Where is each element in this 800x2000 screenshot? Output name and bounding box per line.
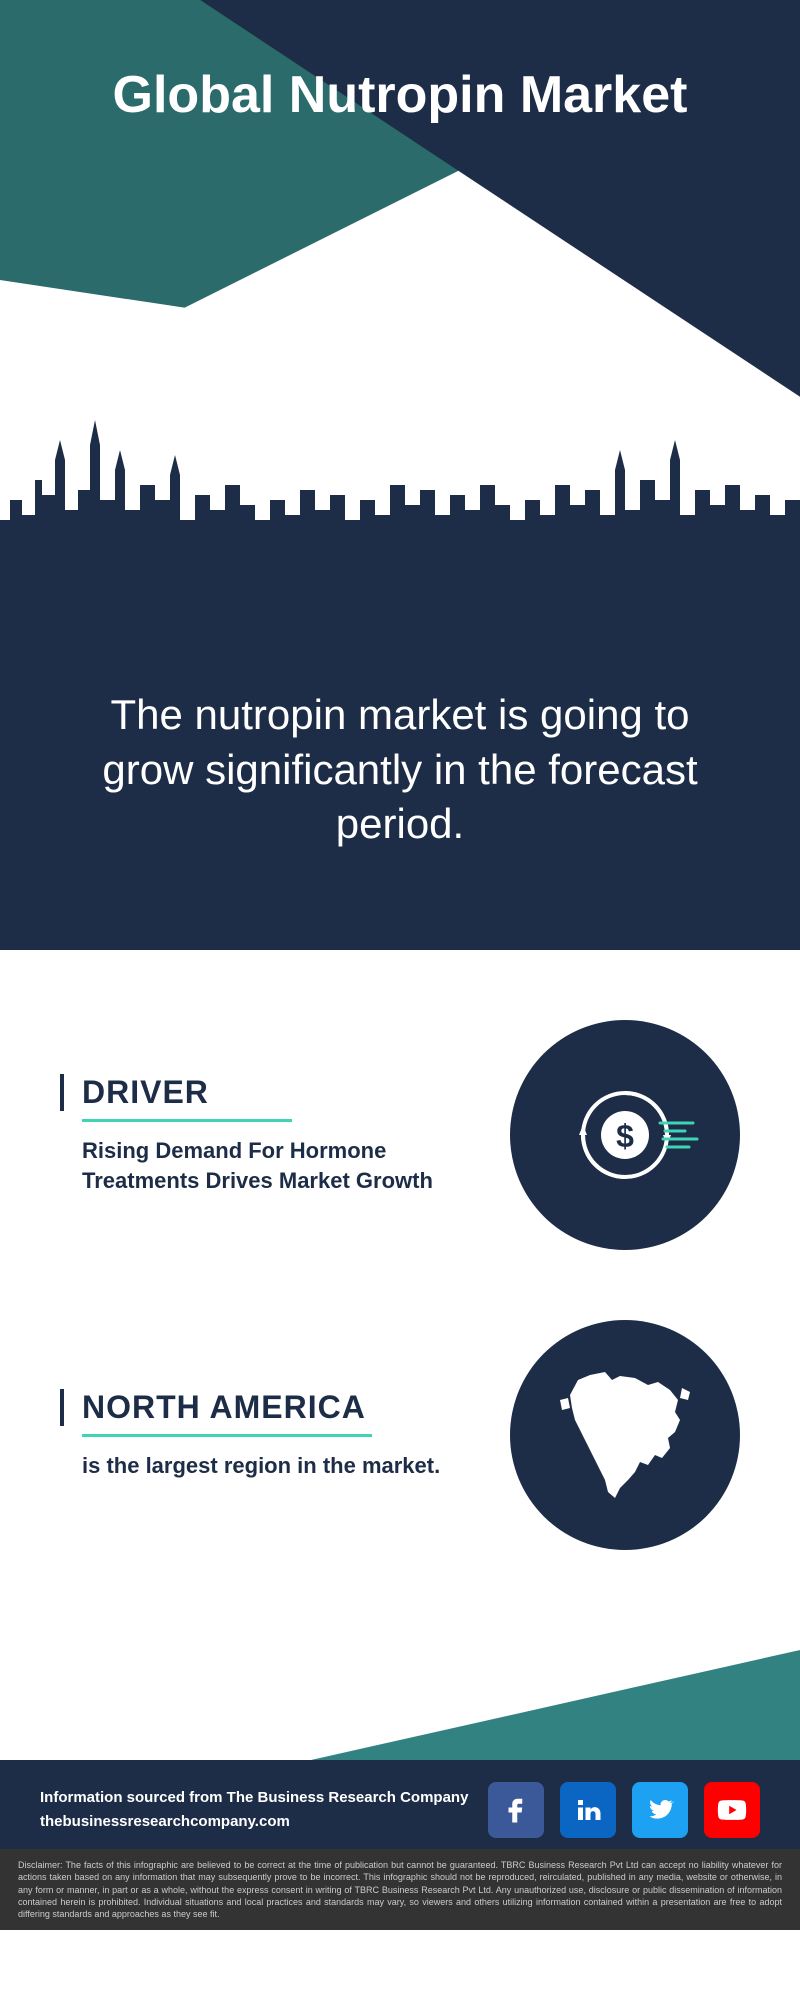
social-icons xyxy=(488,1782,760,1838)
header-bg-white-triangle xyxy=(0,280,800,400)
footer: Information sourced from The Business Re… xyxy=(0,1650,800,1930)
region-heading: NORTH AMERICA xyxy=(60,1389,470,1426)
dollar-circulation-icon: $ xyxy=(510,1020,740,1250)
header: Global Nutropin Market xyxy=(0,0,800,400)
driver-row: DRIVER Rising Demand For Hormone Treatme… xyxy=(60,1020,740,1250)
youtube-icon[interactable] xyxy=(704,1782,760,1838)
driver-body: Rising Demand For Hormone Treatments Dri… xyxy=(82,1136,470,1195)
north-america-map-icon xyxy=(510,1320,740,1550)
region-underline xyxy=(82,1434,372,1437)
skyline-section xyxy=(0,400,800,590)
statement-text: The nutropin market is going to grow sig… xyxy=(80,688,720,852)
statement-section: The nutropin market is going to grow sig… xyxy=(0,590,800,950)
info-section: DRIVER Rising Demand For Hormone Treatme… xyxy=(0,950,800,1650)
driver-heading: DRIVER xyxy=(60,1074,470,1111)
driver-underline xyxy=(82,1119,292,1122)
region-text-block: NORTH AMERICA is the largest region in t… xyxy=(60,1389,510,1481)
region-row: NORTH AMERICA is the largest region in t… xyxy=(60,1320,740,1550)
disclaimer-text: Disclaimer: The facts of this infographi… xyxy=(18,1859,782,1920)
driver-text-block: DRIVER Rising Demand For Hormone Treatme… xyxy=(60,1074,510,1195)
region-body: is the largest region in the market. xyxy=(82,1451,470,1481)
city-skyline-graphic xyxy=(0,400,800,590)
linkedin-icon[interactable] xyxy=(560,1782,616,1838)
disclaimer-bar: Disclaimer: The facts of this infographi… xyxy=(0,1849,800,1930)
footer-line2: thebusinessresearchcompany.com xyxy=(40,1810,468,1834)
facebook-icon[interactable] xyxy=(488,1782,544,1838)
page-title: Global Nutropin Market xyxy=(0,65,800,125)
footer-line1: Information sourced from The Business Re… xyxy=(40,1786,468,1810)
twitter-icon[interactable] xyxy=(632,1782,688,1838)
svg-text:$: $ xyxy=(616,1118,634,1154)
footer-info: Information sourced from The Business Re… xyxy=(40,1786,468,1834)
